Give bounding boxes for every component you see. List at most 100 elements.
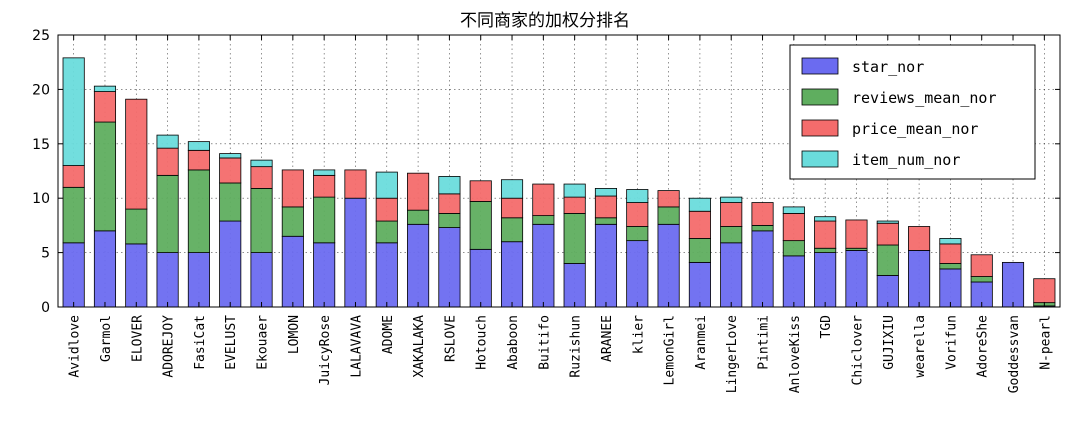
bar-segment-star_nor — [563, 263, 586, 308]
bar-segment-star_nor — [626, 240, 649, 308]
bar-segment-star_nor — [156, 252, 179, 308]
x-tick-label: EVELUST — [224, 315, 239, 370]
bar-segment-star_nor — [500, 241, 524, 308]
y-tick-label: 0 — [41, 300, 50, 316]
x-tick-label: LALAVAVA — [349, 315, 364, 378]
bar-segment-price_mean_nor — [1033, 278, 1056, 304]
bar-segment-price_mean_nor — [469, 180, 492, 202]
bar-segment-star_nor — [532, 223, 555, 308]
bar-segment-price_mean_nor — [62, 165, 85, 188]
bar-segment-price_mean_nor — [657, 190, 680, 208]
bar-segment-price_mean_nor — [563, 196, 586, 214]
x-tick-label: N-pearl — [1038, 315, 1053, 370]
bar-segment-star_nor — [62, 242, 85, 308]
legend-label-item_num_nor: item_num_nor — [852, 151, 960, 169]
chart-title: 不同商家的加权分排名 — [460, 11, 630, 31]
y-tick-label: 10 — [32, 191, 50, 207]
x-tick-label: wearella — [913, 315, 928, 378]
bar-segment-price_mean_nor — [908, 226, 931, 251]
bar-segment-reviews_mean_nor — [500, 217, 524, 243]
bar-segment-reviews_mean_nor — [469, 201, 492, 250]
bar-segment-price_mean_nor — [344, 169, 367, 199]
x-tick-label: LOMON — [287, 315, 302, 354]
bar-segment-star_nor — [814, 252, 837, 308]
axes: 0 5 10 15 20 25 Avidlove Garmol ELOVER ADOREJOY Fa… — [32, 28, 1060, 393]
x-tick-label: Vorifun — [944, 315, 959, 370]
bar-segment-price_mean_nor — [500, 197, 524, 219]
x-tick-label: TGD — [819, 315, 834, 339]
bar-segment-reviews_mean_nor — [563, 213, 586, 264]
bar-segment-price_mean_nor — [250, 166, 273, 189]
bar-segment-reviews_mean_nor — [970, 276, 993, 283]
bar-segment-item_num_nor — [782, 206, 805, 214]
bar-segment-star_nor — [375, 242, 398, 308]
bar-segment-reviews_mean_nor — [219, 182, 242, 222]
bar-segment-star_nor — [187, 252, 210, 308]
bar-segment-reviews_mean_nor — [375, 220, 398, 244]
bar-segment-price_mean_nor — [407, 172, 430, 211]
bar-segment-star_nor — [720, 242, 743, 308]
bar-segment-price_mean_nor — [156, 147, 179, 176]
x-tick-label: Goddessvan — [1007, 315, 1022, 393]
bar-segment-item_num_nor — [250, 159, 273, 168]
x-tick-label: LingerLove — [725, 315, 740, 393]
y-tick-label: 20 — [32, 82, 50, 98]
bar-segment-price_mean_nor — [626, 202, 649, 227]
bar-segment-star_nor — [313, 242, 336, 308]
legend-label-price_mean_nor: price_mean_nor — [852, 120, 978, 138]
bar-segment-reviews_mean_nor — [720, 226, 743, 244]
bar-segment-item_num_nor — [93, 85, 117, 92]
plot-frame — [57, 34, 1061, 308]
bar-segment-price_mean_nor — [814, 220, 837, 249]
bar-segment-reviews_mean_nor — [876, 244, 899, 276]
bar-segment-item_num_nor — [688, 197, 711, 212]
bar-segment-reviews_mean_nor — [814, 247, 837, 254]
bar-segment-reviews_mean_nor — [62, 186, 85, 244]
bar-segment-price_mean_nor — [438, 193, 461, 214]
bar-segment-price_mean_nor — [125, 98, 148, 210]
bar-segment-star_nor — [219, 220, 242, 308]
bar-segment-item_num_nor — [313, 169, 336, 176]
legend: star_nor reviews_mean_nor price_mean_norit… — [789, 44, 1036, 180]
x-tick-label: ADOREJOY — [162, 315, 177, 378]
bar-segment-price_mean_nor — [281, 169, 304, 208]
bar-segment-star_nor — [688, 261, 711, 308]
bar-segment-star_nor — [469, 248, 492, 308]
bar-segment-price_mean_nor — [939, 243, 962, 264]
x-tick-label: FasiCat — [193, 315, 208, 370]
bar-segment-star_nor — [281, 235, 304, 308]
bar-segment-reviews_mean_nor — [939, 263, 962, 270]
bar-segment-price_mean_nor — [219, 157, 242, 184]
bar-segment-star_nor — [657, 223, 680, 308]
bar-segment-star_nor — [1001, 261, 1025, 308]
bars — [62, 57, 1056, 308]
legend-label-reviews_mean_nor: reviews_mean_nor — [852, 89, 997, 107]
bar-segment-item_num_nor — [876, 220, 899, 224]
bar-segment-item_num_nor — [594, 188, 618, 197]
bar-segment-price_mean_nor — [970, 254, 993, 277]
bar-segment-item_num_nor — [375, 171, 398, 199]
bar-segment-reviews_mean_nor — [407, 209, 430, 225]
bar-segment-item_num_nor — [438, 176, 461, 195]
bar-segment-item_num_nor — [187, 141, 210, 151]
x-tick-label: JuicyRose — [318, 315, 333, 386]
x-tick-label: Garmol — [99, 315, 114, 362]
y-tick-label: 5 — [41, 246, 50, 262]
bar-segment-reviews_mean_nor — [751, 224, 774, 232]
bar-segment-price_mean_nor — [375, 197, 398, 222]
y-tick-label: 15 — [32, 137, 50, 153]
legend-swatch-price_mean_nor — [801, 119, 839, 137]
bar-segment-reviews_mean_nor — [594, 217, 618, 225]
bar-segment-price_mean_nor — [845, 219, 868, 249]
bar-segment-price_mean_nor — [751, 202, 774, 226]
bar-segment-price_mean_nor — [93, 91, 117, 123]
bar-segment-reviews_mean_nor — [782, 240, 805, 257]
bar-segment-reviews_mean_nor — [688, 238, 711, 263]
bar-segment-star_nor — [845, 250, 868, 308]
bar-segment-price_mean_nor — [313, 174, 336, 198]
x-tick-label: AnloveKiss — [788, 315, 803, 393]
x-tick-label: Chiclover — [850, 315, 865, 386]
bar-segment-price_mean_nor — [782, 213, 805, 242]
bar-segment-star_nor — [939, 268, 962, 308]
